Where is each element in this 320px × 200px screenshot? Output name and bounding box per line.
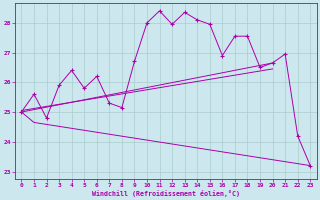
X-axis label: Windchill (Refroidissement éolien,°C): Windchill (Refroidissement éolien,°C) [92, 190, 240, 197]
